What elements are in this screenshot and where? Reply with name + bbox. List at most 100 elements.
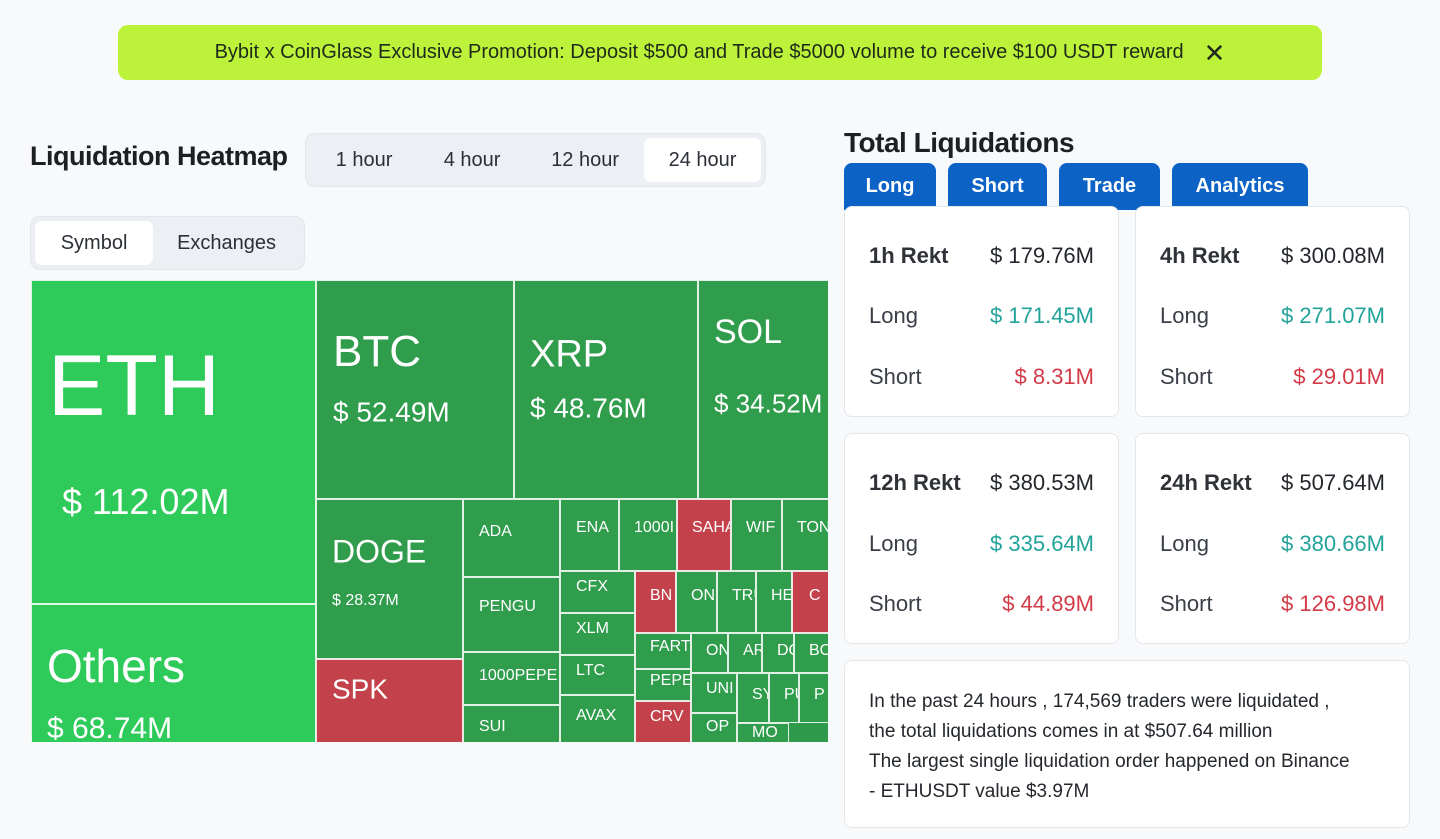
heatmap-tile[interactable]: TON <box>782 499 828 571</box>
time-option-1h[interactable]: 1 hour <box>335 148 393 171</box>
tile-value: $ 28.37M <box>332 592 399 610</box>
rekt-total: $ 300.08M <box>1281 243 1385 268</box>
long-label: Long <box>869 303 918 328</box>
heatmap-tile[interactable]: SOL $ 34.52M <box>698 280 828 499</box>
heatmap-tile[interactable]: ENA <box>560 499 619 571</box>
heatmap-tile[interactable]: MO <box>737 723 789 742</box>
tile-symbol: AVAX <box>576 707 617 725</box>
heatmap-tile[interactable]: OP <box>691 713 737 742</box>
short-label: Short <box>869 364 922 389</box>
short-label: Short <box>1160 591 1213 616</box>
tile-symbol: SUI <box>479 718 506 736</box>
promo-banner: Bybit x CoinGlass Exclusive Promotion: D… <box>118 25 1322 80</box>
short-value: $ 29.01M <box>1293 364 1385 389</box>
rekt-label: 12h Rekt <box>869 470 961 495</box>
heatmap-tile[interactable]: CFX <box>560 571 635 613</box>
tile-symbol: P <box>814 686 825 704</box>
tile-symbol: AR <box>743 642 761 660</box>
tab-long[interactable]: Long <box>844 163 936 210</box>
short-value: $ 44.89M <box>1002 591 1094 616</box>
tile-symbol: TON <box>797 519 828 537</box>
tile-symbol: 1000I <box>634 519 675 537</box>
heatmap-tile[interactable]: SPK <box>316 659 463 742</box>
tile-symbol: PEPE <box>650 672 691 690</box>
heatmap-tile[interactable]: SY <box>737 673 769 723</box>
heatmap-tile[interactable]: XRP $ 48.76M <box>514 280 698 499</box>
heatmap-tile[interactable]: UNI <box>691 673 737 713</box>
heatmap-tile[interactable]: FART <box>635 633 691 669</box>
tile-symbol: XLM <box>576 620 609 638</box>
heatmap-tile[interactable]: AR <box>728 633 762 673</box>
heatmap-tile[interactable]: SUI <box>463 705 560 742</box>
time-option-12h[interactable]: 12 hour <box>551 148 620 171</box>
heatmap-tile[interactable]: BTC $ 52.49M <box>316 280 514 499</box>
short-label: Short <box>1160 364 1213 389</box>
heatmap-tile[interactable]: PENGU <box>463 577 560 652</box>
tile-symbol: FART <box>650 638 691 656</box>
heatmap-tile[interactable]: PEPE <box>635 669 691 701</box>
heatmap-tile[interactable]: ON <box>676 571 717 633</box>
tile-symbol: XRP <box>530 333 609 376</box>
heatmap-tile[interactable]: BN <box>635 571 676 633</box>
heatmap-tile[interactable]: ON <box>691 633 728 673</box>
heatmap-tile[interactable]: DOGE $ 28.37M <box>316 499 463 659</box>
rekt-card-12h: 12h Rekt $ 380.53M Long $ 335.64M Short $ 4… <box>844 433 1119 644</box>
heatmap-tile[interactable]: 1000PEPE <box>463 652 560 705</box>
liquidation-heatmap: ETH $ 112.02M Others $ 68.74M BTC $ 52.49M XRP… <box>31 280 828 742</box>
view-option-symbol[interactable]: Symbol <box>35 221 154 265</box>
long-label: Long <box>1160 531 1209 556</box>
tile-symbol: BTC <box>333 326 421 376</box>
tile-symbol: ENA <box>576 519 609 537</box>
short-label: Short <box>869 591 922 616</box>
tab-trade[interactable]: Trade <box>1059 163 1160 210</box>
tile-symbol: SY <box>752 686 768 704</box>
view-option-exchanges[interactable]: Exchanges <box>177 231 277 254</box>
time-option-24h[interactable]: 24 hour <box>644 138 761 182</box>
heatmap-tile[interactable]: DO <box>762 633 794 673</box>
heatmap-tile[interactable]: 1000I <box>619 499 677 571</box>
tile-symbol: ON <box>706 642 728 660</box>
heatmap-tile[interactable]: LTC <box>560 655 635 695</box>
view-selector: Symbol Exchanges <box>30 216 305 270</box>
heatmap-tile[interactable]: HE <box>756 571 792 633</box>
summary-line: - ETHUSDT value $3.97M <box>869 781 1090 802</box>
tile-symbol: OP <box>706 718 730 736</box>
rekt-total: $ 380.53M <box>990 470 1094 495</box>
rekt-label: 1h Rekt <box>869 243 949 268</box>
tile-symbol: DOGE <box>332 533 427 570</box>
heatmap-tile[interactable]: PU <box>769 673 799 723</box>
heatmap-tile[interactable]: CRV <box>635 701 691 742</box>
heatmap-tile[interactable]: ADA <box>463 499 560 577</box>
summary-line: The largest single liquidation order hap… <box>869 751 1350 772</box>
tile-value: $ 52.49M <box>333 396 450 428</box>
long-value: $ 171.45M <box>990 303 1094 328</box>
tab-analytics[interactable]: Analytics <box>1172 163 1308 210</box>
tile-symbol: BN <box>650 587 673 605</box>
heatmap-tile[interactable]: SAHA <box>677 499 731 571</box>
tile-symbol: SPK <box>332 673 389 705</box>
heatmap-title: Liquidation Heatmap <box>30 141 288 171</box>
heatmap-tile[interactable]: ETH $ 112.02M <box>31 280 316 604</box>
tile-symbol: ON <box>691 587 715 605</box>
heatmap-tile[interactable]: AVAX <box>560 695 635 742</box>
heatmap-tile[interactable]: BO <box>794 633 828 673</box>
tile-symbol: UNI <box>706 680 734 698</box>
heatmap-tile[interactable]: Others $ 68.74M <box>31 604 316 742</box>
long-label: Long <box>869 531 918 556</box>
tab-short[interactable]: Short <box>948 163 1047 210</box>
close-icon[interactable]: ✕ <box>1203 37 1226 68</box>
tile-symbol: C <box>809 587 821 605</box>
heatmap-tile[interactable]: C <box>792 571 828 633</box>
heatmap-tile[interactable]: TRU <box>717 571 756 633</box>
heatmap-tile[interactable]: WIF <box>731 499 782 571</box>
tile-symbol: PENGU <box>479 598 536 616</box>
heatmap-tile[interactable]: P <box>799 673 828 723</box>
rekt-label: 4h Rekt <box>1160 243 1240 268</box>
short-value: $ 126.98M <box>1281 591 1385 616</box>
time-option-4h[interactable]: 4 hour <box>443 148 501 171</box>
tile-symbol: ADA <box>479 523 512 541</box>
total-liquidations-title: Total Liquidations <box>844 127 1075 158</box>
heatmap-tile[interactable]: XLM <box>560 613 635 655</box>
rekt-card-24h: 24h Rekt $ 507.64M Long $ 380.66M Short $ 1… <box>1135 433 1410 644</box>
tile-symbol: TRU <box>732 587 755 605</box>
